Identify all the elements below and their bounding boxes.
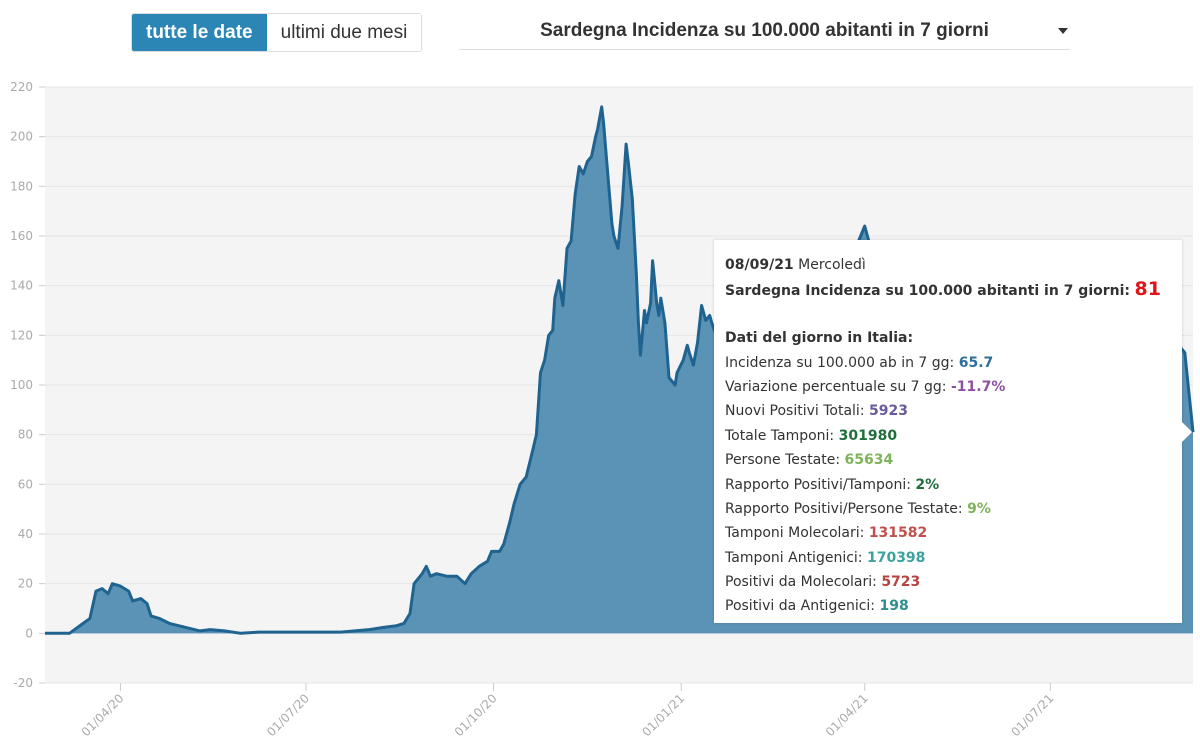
tooltip-row: Positivi da Molecolari: 5723 <box>725 570 1171 594</box>
tooltip-row-label: Persone Testate: <box>725 452 841 469</box>
last-two-months-button[interactable]: ultimi due mesi <box>266 14 422 51</box>
y-tick-label: 40 <box>18 527 33 541</box>
y-tick-label: 180 <box>10 179 33 193</box>
tooltip-row-label: Variazione percentuale su 7 gg: <box>725 378 947 395</box>
tooltip-row-label: Positivi da Molecolari: <box>725 574 877 591</box>
tooltip-row: Tamponi Antigenici: 170398 <box>725 546 1171 570</box>
y-tick-label: 200 <box>10 130 33 144</box>
tooltip-row-label: Rapporto Positivi/Persone Testate: <box>725 500 963 517</box>
chart-tooltip: 08/09/21 Mercoledì Sardegna Incidenza su… <box>714 240 1192 623</box>
y-tick-label: 100 <box>10 378 33 392</box>
y-tick-label: 120 <box>10 328 33 342</box>
y-tick-label: 140 <box>10 279 33 293</box>
tooltip-row: Persone Testate: 65634 <box>725 448 1171 472</box>
tooltip-row-value: 170398 <box>866 549 926 566</box>
tooltip-row-label: Rapporto Positivi/Tamponi: <box>725 476 911 493</box>
y-tick-label: 0 <box>25 626 33 640</box>
tooltip-row-value: 5923 <box>869 403 908 420</box>
date-range-toggle: tutte le date ultimi due mesi <box>131 13 423 52</box>
tooltip-row-label: Tamponi Antigenici: <box>725 549 863 566</box>
tooltip-main-label: Sardegna Incidenza su 100.000 abitanti i… <box>725 283 1131 300</box>
tooltip-row: Positivi da Antigenici: 198 <box>725 594 1171 618</box>
tooltip-row-value: 131582 <box>868 525 928 542</box>
tooltip-arrow <box>1182 422 1192 442</box>
tooltip-row: Variazione percentuale su 7 gg: -11.7% <box>725 375 1171 399</box>
tooltip-rows: Incidenza su 100.000 ab in 7 gg: 65.7 Var… <box>725 351 1171 619</box>
tooltip-date-row: 08/09/21 Mercoledì <box>725 253 1171 277</box>
y-tick-label: -20 <box>13 676 33 690</box>
tooltip-section-title: Dati del giorno in Italia: <box>725 326 1171 350</box>
x-tick-label: 01/10/20 <box>452 691 500 739</box>
metric-select[interactable]: Sardegna Incidenza su 100.000 abitanti i… <box>459 13 1070 50</box>
tooltip-row: Tamponi Molecolari: 131582 <box>725 521 1171 545</box>
tooltip-row-label: Incidenza su 100.000 ab in 7 gg: <box>725 354 955 371</box>
tooltip-row: Rapporto Positivi/Tamponi: 2% <box>725 473 1171 497</box>
tooltip-row-value: 198 <box>879 598 909 615</box>
tooltip-row-label: Totale Tamponi: <box>725 427 835 444</box>
tooltip-row-value: 2% <box>915 476 940 493</box>
y-tick-label: 220 <box>10 80 33 94</box>
tooltip-row-value: 65.7 <box>958 354 994 371</box>
y-tick-label: 20 <box>18 577 33 591</box>
tooltip-main-row: Sardegna Incidenza su 100.000 abitanti i… <box>725 277 1171 301</box>
tooltip-spacer <box>725 302 1171 326</box>
y-tick-label: 80 <box>18 428 33 442</box>
x-tick-label: 01/04/20 <box>79 691 127 739</box>
tooltip-row-value: 5723 <box>881 574 921 591</box>
tooltip-date: 08/09/21 <box>725 257 794 273</box>
metric-select-value: Sardegna Incidenza su 100.000 abitanti i… <box>540 20 989 41</box>
tooltip-row: Rapporto Positivi/Persone Testate: 9% <box>725 497 1171 521</box>
tooltip-main-value: 81 <box>1134 278 1161 301</box>
tooltip-row: Incidenza su 100.000 ab in 7 gg: 65.7 <box>725 351 1171 375</box>
tooltip-row-label: Positivi da Antigenici: <box>725 598 876 615</box>
y-tick-label: 60 <box>18 477 33 491</box>
tooltip-row-value: 65634 <box>844 452 894 469</box>
tooltip-row-value: -11.7% <box>950 378 1006 395</box>
all-dates-button[interactable]: tutte le date <box>132 14 267 51</box>
tooltip-weekday: Mercoledì <box>798 257 866 273</box>
tooltip-row-label: Tamponi Molecolari: <box>725 525 865 542</box>
x-tick-label: 01/07/20 <box>264 691 312 739</box>
tooltip-section-title-text: Dati del giorno in Italia: <box>725 330 914 347</box>
tooltip-row: Nuovi Positivi Totali: 5923 <box>725 399 1171 423</box>
tooltip-row-label: Nuovi Positivi Totali: <box>725 403 865 420</box>
chevron-down-icon <box>1058 28 1068 34</box>
tooltip-row-value: 301980 <box>838 427 898 444</box>
y-tick-label: 160 <box>10 229 33 243</box>
x-tick-label: 01/01/21 <box>639 691 687 739</box>
x-tick-label: 01/04/21 <box>823 691 871 739</box>
tooltip-row: Totale Tamponi: 301980 <box>725 424 1171 448</box>
tooltip-row-value: 9% <box>967 500 991 517</box>
x-tick-label: 01/07/21 <box>1008 691 1056 739</box>
